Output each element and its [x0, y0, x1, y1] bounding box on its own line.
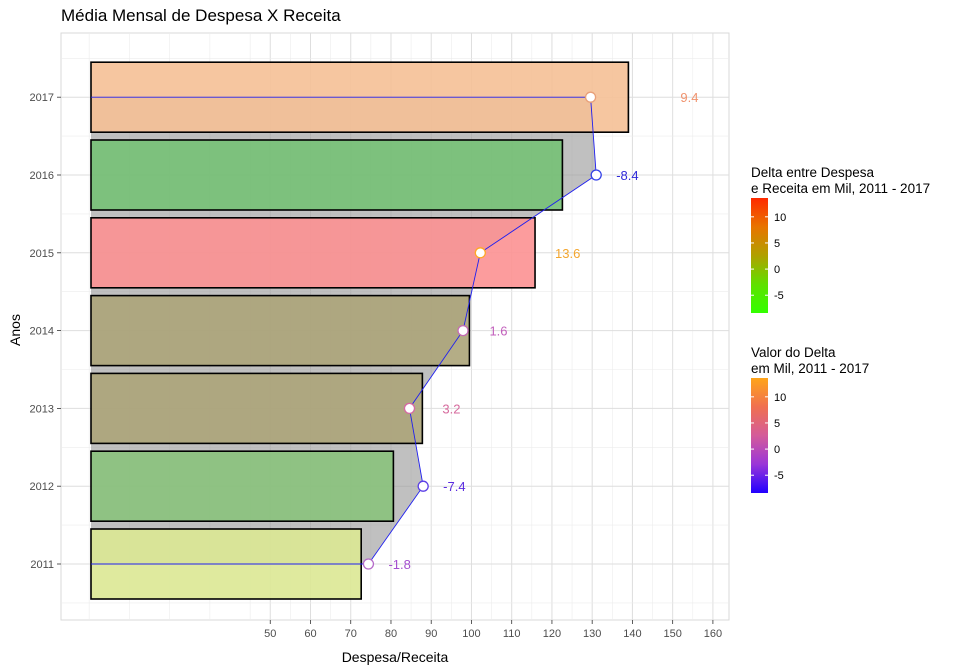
point-2017	[584, 91, 597, 103]
point-2016	[590, 169, 602, 181]
legend-tick-label: 0	[774, 444, 780, 456]
x-tick-label: 70	[345, 628, 357, 640]
delta-label-2017: 9.4	[680, 90, 698, 105]
x-axis-ticks: 50 60 70 80 90 100 110 120 130 140 150 160	[264, 620, 722, 640]
x-tick-label: 60	[304, 628, 316, 640]
x-tick-label: 100	[462, 628, 480, 640]
x-tick-label: 50	[264, 628, 276, 640]
legend-tick-label: 5	[774, 238, 780, 250]
y-tick-label: 2014	[30, 326, 54, 338]
delta-labels: -1.8 -7.4 3.2 1.6 13.6 -8.4 9.4	[388, 90, 698, 572]
delta-label-2014: 1.6	[489, 324, 507, 339]
x-tick-label: 150	[663, 628, 681, 640]
legend-title-line: Valor do Delta	[751, 345, 836, 360]
chart-title: Média Mensal de Despesa X Receita	[61, 6, 341, 25]
legend-tick-label: 0	[774, 264, 780, 276]
point-2014	[457, 324, 469, 337]
x-tick-label: 130	[583, 628, 601, 640]
y-tick-label: 2017	[30, 92, 54, 104]
x-tick-label: 110	[503, 628, 521, 640]
x-tick-label: 140	[623, 628, 641, 640]
legend-title-line: e Receita em Mil, 2011 - 2017	[751, 181, 930, 196]
bar-2014	[90, 294, 471, 367]
legend-tick-label: 10	[774, 392, 786, 404]
point-2015	[474, 247, 486, 259]
bar-2016	[90, 139, 564, 211]
x-tick-label: 90	[425, 628, 437, 640]
legend-colorbar-2	[751, 378, 768, 493]
point-2012	[417, 480, 429, 492]
y-tick-label: 2015	[30, 248, 54, 260]
delta-label-2012: -7.4	[443, 479, 465, 494]
y-tick-label: 2016	[30, 170, 54, 182]
x-axis-title: Despesa/Receita	[342, 649, 449, 665]
point-2013	[403, 402, 416, 415]
y-tick-label: 2011	[30, 559, 54, 571]
delta-label-2013: 3.2	[442, 401, 460, 416]
y-axis-ticks: 2011 2012 2013 2014 2015 2016 2017	[30, 92, 61, 571]
legend-colorbar-1	[751, 198, 768, 313]
y-tick-label: 2013	[30, 403, 54, 415]
point-2011	[362, 558, 375, 570]
bar-2012	[90, 450, 395, 523]
bar-2015	[90, 217, 536, 289]
delta-label-2015: 13.6	[555, 246, 580, 261]
legend-tick-label: 10	[774, 212, 786, 224]
bar-2013	[90, 372, 424, 445]
legend-title-line: Delta entre Despesa	[751, 165, 875, 180]
x-tick-label: 160	[704, 628, 722, 640]
x-tick-label: 80	[385, 628, 397, 640]
legend-title-line: em Mil, 2011 - 2017	[751, 361, 869, 376]
delta-label-2011: -1.8	[388, 557, 410, 572]
delta-label-2016: -8.4	[616, 168, 638, 183]
y-tick-label: 2012	[30, 481, 54, 493]
y-axis-title: Anos	[7, 314, 23, 346]
legend-tick-label: -5	[774, 290, 784, 302]
x-tick-label: 120	[543, 628, 561, 640]
receita-points	[362, 91, 602, 570]
legend-tick-label: 5	[774, 418, 780, 430]
legend-tick-label: -5	[774, 470, 784, 482]
